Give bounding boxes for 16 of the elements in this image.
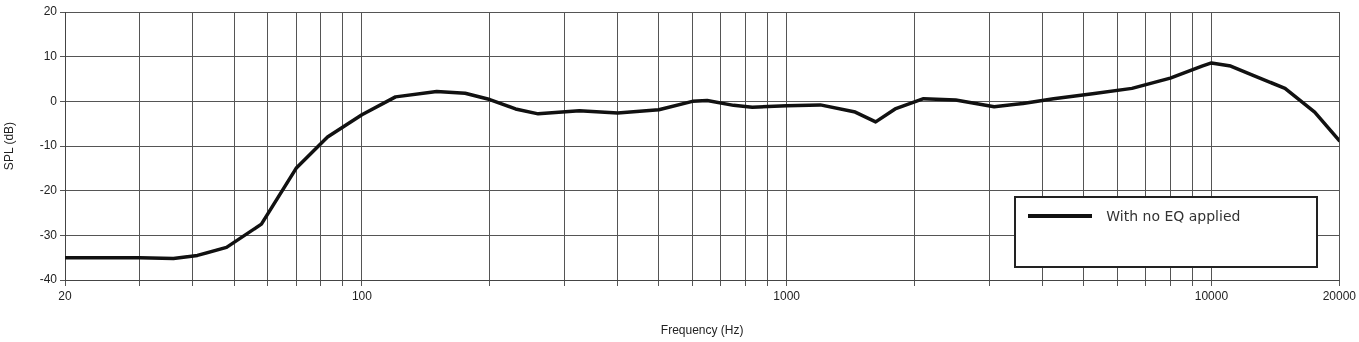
y-tick-label: -20 <box>39 182 58 197</box>
x-tick-label: 20 <box>58 288 72 303</box>
x-axis-title: Frequency (Hz) <box>660 323 744 338</box>
y-tick-label: -30 <box>39 227 58 242</box>
legend-label: With no EQ applied <box>1106 208 1241 224</box>
x-tick-label: 100 <box>351 288 373 303</box>
x-tick-label: 20000 <box>1322 288 1357 303</box>
y-tick-label: 10 <box>43 48 58 63</box>
y-tick-label: -10 <box>39 138 58 153</box>
legend: With no EQ applied <box>1014 196 1319 268</box>
x-tick-label: 10000 <box>1194 288 1229 303</box>
x-tick-label: 1000 <box>773 288 801 303</box>
y-axis-title: SPL (dB) <box>1 121 16 171</box>
y-tick-label: 0 <box>50 93 58 108</box>
y-tick-label: -40 <box>39 272 58 287</box>
y-tick-label: 20 <box>43 4 58 19</box>
